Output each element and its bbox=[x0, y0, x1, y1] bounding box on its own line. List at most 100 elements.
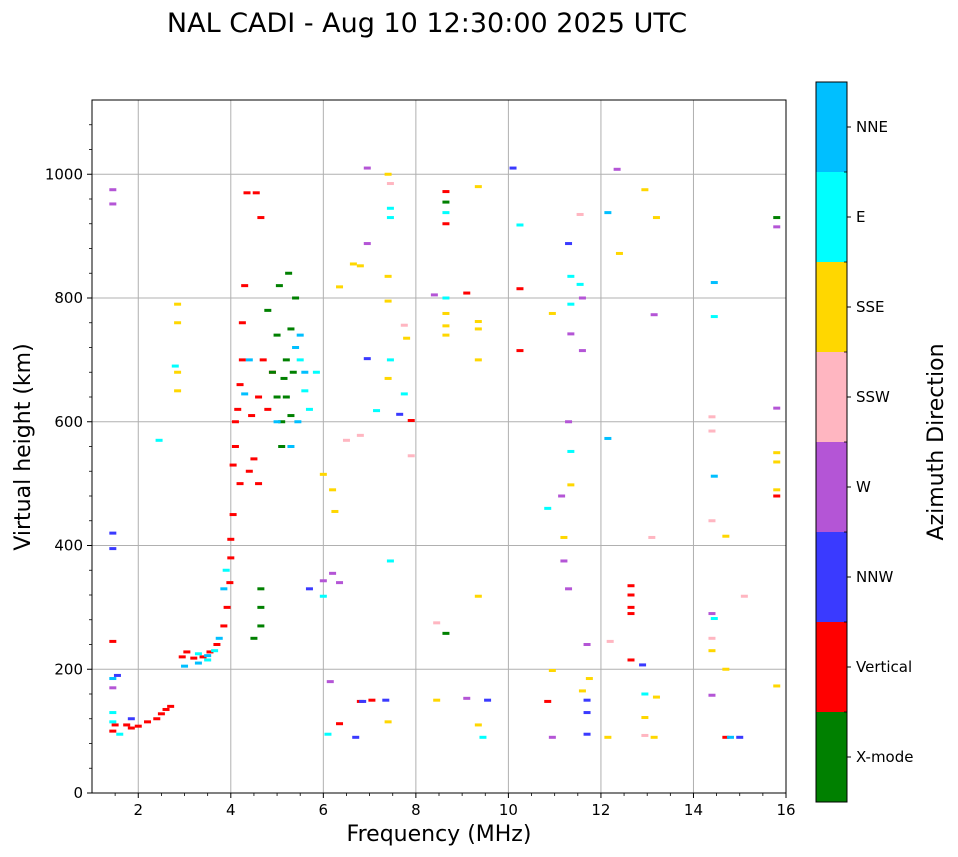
x-axis-label: Frequency (MHz) bbox=[347, 822, 532, 847]
point-x-mode bbox=[278, 445, 286, 448]
point-sse bbox=[650, 735, 658, 739]
point-w bbox=[363, 242, 371, 246]
point-vertical bbox=[264, 407, 272, 411]
point-x-mode bbox=[292, 296, 300, 300]
point-w bbox=[109, 188, 117, 192]
point-vertical bbox=[257, 216, 265, 220]
point-x-mode bbox=[287, 414, 295, 418]
point-w bbox=[565, 587, 573, 591]
point-nnw bbox=[736, 735, 744, 739]
point-sse bbox=[174, 302, 182, 306]
colorbar-segment bbox=[816, 82, 847, 172]
point-w bbox=[560, 559, 568, 563]
point-vertical bbox=[236, 482, 244, 486]
data-points bbox=[109, 166, 781, 739]
point-e bbox=[442, 211, 450, 215]
colorbar-label: NNW bbox=[856, 568, 893, 586]
point-nne bbox=[245, 358, 253, 362]
point-w bbox=[567, 332, 575, 336]
point-e bbox=[155, 438, 163, 442]
point-e bbox=[194, 652, 202, 656]
point-vertical bbox=[229, 513, 237, 517]
point-vertical bbox=[627, 593, 635, 597]
point-vertical bbox=[407, 419, 415, 423]
point-x-mode bbox=[773, 216, 781, 220]
point-ssw bbox=[356, 433, 364, 437]
point-sse bbox=[384, 172, 392, 176]
point-vertical bbox=[111, 723, 119, 727]
point-sse bbox=[722, 667, 730, 671]
point-sse bbox=[773, 451, 781, 455]
point-sse bbox=[708, 649, 716, 653]
point-nne bbox=[194, 661, 202, 665]
point-nnw bbox=[127, 717, 135, 721]
point-e bbox=[576, 282, 584, 286]
point-vertical bbox=[127, 726, 135, 730]
point-vertical bbox=[238, 321, 246, 325]
point-nne bbox=[109, 677, 117, 681]
point-sse bbox=[384, 299, 392, 303]
point-vertical bbox=[123, 723, 131, 727]
point-e bbox=[373, 409, 381, 413]
point-nne bbox=[294, 420, 302, 424]
point-vertical bbox=[226, 581, 234, 585]
point-e bbox=[296, 358, 304, 362]
point-e bbox=[567, 449, 575, 453]
point-nne bbox=[215, 636, 223, 640]
point-sse bbox=[548, 311, 556, 315]
point-e bbox=[386, 358, 394, 362]
y-tick-label: 1000 bbox=[45, 165, 83, 183]
point-vertical bbox=[722, 735, 730, 739]
point-ssw bbox=[576, 212, 584, 216]
point-sse bbox=[560, 535, 568, 539]
point-e bbox=[386, 206, 394, 210]
point-vertical bbox=[227, 537, 235, 541]
point-sse bbox=[773, 488, 781, 492]
chart-title: NAL CADI - Aug 10 12:30:00 2025 UTC bbox=[167, 8, 687, 39]
point-w bbox=[336, 581, 344, 585]
point-vertical bbox=[442, 190, 450, 194]
point-sse bbox=[578, 689, 586, 693]
point-sse bbox=[652, 216, 660, 220]
point-x-mode bbox=[285, 271, 293, 275]
point-nnw bbox=[565, 242, 573, 246]
point-vertical bbox=[627, 612, 635, 616]
point-vertical bbox=[368, 698, 376, 702]
point-x-mode bbox=[264, 308, 272, 312]
point-e bbox=[109, 720, 117, 724]
point-nne bbox=[220, 587, 228, 591]
point-sse bbox=[474, 185, 482, 189]
colorbar-title: Azimuth Direction bbox=[924, 343, 949, 540]
point-w bbox=[565, 420, 573, 424]
point-nnw bbox=[509, 166, 517, 170]
point-nnw bbox=[109, 547, 117, 551]
plot-background bbox=[92, 100, 786, 793]
point-ssw bbox=[606, 639, 614, 643]
point-vertical bbox=[167, 704, 175, 708]
point-sse bbox=[433, 698, 441, 702]
point-vertical bbox=[183, 650, 191, 654]
point-e bbox=[301, 389, 309, 393]
point-sse bbox=[331, 509, 339, 513]
point-vertical bbox=[234, 407, 242, 411]
point-e bbox=[400, 392, 408, 396]
point-nnw bbox=[109, 531, 117, 535]
point-vertical bbox=[109, 729, 117, 733]
point-x-mode bbox=[250, 636, 258, 640]
point-vertical bbox=[250, 457, 258, 461]
point-w bbox=[109, 202, 117, 206]
point-vertical bbox=[134, 724, 142, 728]
point-sse bbox=[356, 264, 364, 268]
colorbar: X-mode Vertical NNW W SSW SSE E NNE bbox=[815, 81, 913, 803]
point-sse bbox=[384, 274, 392, 278]
point-sse bbox=[329, 488, 337, 492]
point-e bbox=[442, 296, 450, 300]
point-vertical bbox=[178, 655, 186, 659]
point-sse bbox=[641, 716, 649, 720]
point-nnw bbox=[305, 587, 313, 591]
x-tick-label: 8 bbox=[411, 801, 421, 819]
point-ssw bbox=[400, 323, 408, 327]
point-nne bbox=[273, 420, 281, 424]
point-sse bbox=[567, 483, 575, 487]
point-e bbox=[710, 315, 718, 319]
